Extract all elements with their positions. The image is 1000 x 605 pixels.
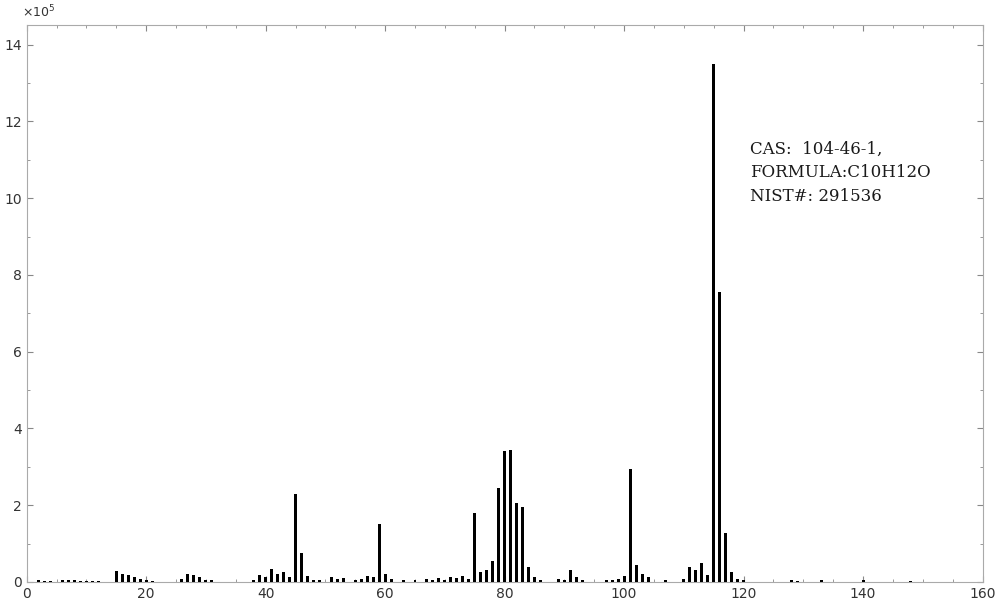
Bar [521,507,524,582]
Bar [563,580,566,582]
Bar [461,576,464,582]
Bar [533,577,536,582]
Bar [629,469,632,582]
Bar [79,581,82,582]
Bar [91,581,94,582]
Bar [479,572,482,582]
Bar [605,580,608,582]
Bar [294,494,297,582]
Bar [509,450,512,582]
Bar [718,292,721,582]
Bar [569,571,572,582]
Bar [306,576,309,582]
Bar [252,580,255,582]
Bar [372,577,375,582]
Bar [909,581,912,582]
Bar [121,574,124,582]
Bar [485,571,488,582]
Bar [378,525,381,582]
Bar [192,575,195,582]
Bar [581,580,584,582]
Bar [700,563,703,582]
Bar [133,577,136,582]
Bar [455,578,458,582]
Bar [414,580,416,582]
Bar [115,571,118,582]
Bar [437,578,440,582]
Bar [282,572,285,582]
Bar [210,580,213,582]
Bar [611,580,614,582]
Bar [724,533,727,582]
Bar [300,553,303,582]
Bar [318,580,321,582]
Bar [641,574,644,582]
Bar [85,581,88,582]
Bar [467,579,470,582]
Bar [402,580,405,582]
Bar [312,580,315,582]
Bar [390,579,393,582]
Bar [145,580,148,582]
Bar [73,580,76,582]
Bar [360,579,363,582]
Bar [862,580,865,582]
Bar [688,567,691,582]
Bar [635,564,638,582]
Bar [264,577,267,582]
Text: CAS:  104-46-1,
FORMULA:C10H12O
NIST#: 291536: CAS: 104-46-1, FORMULA:C10H12O NIST#: 29… [750,140,930,204]
Bar [491,561,494,582]
Bar [539,580,542,582]
Bar [330,577,333,582]
Bar [354,580,357,582]
Bar [139,579,142,582]
Bar [473,513,476,582]
Bar [820,580,823,582]
Bar [790,580,793,582]
Bar [712,64,715,582]
Bar [557,579,560,582]
Bar [515,503,518,582]
Bar [276,574,279,582]
Bar [204,580,207,582]
Bar [67,580,70,582]
Bar [503,451,506,582]
Bar [288,577,291,582]
Bar [706,575,709,582]
Bar [449,577,452,582]
Bar [623,576,626,582]
Bar [366,576,369,582]
Bar [258,575,261,582]
Bar [736,579,739,582]
Bar [664,580,667,582]
Bar [336,579,339,582]
Bar [431,580,434,582]
Bar [796,581,799,582]
Bar [61,580,64,582]
Bar [270,569,273,582]
Bar [617,579,620,582]
Bar [151,581,154,582]
Bar [43,581,46,582]
Bar [682,579,685,582]
Bar [186,574,189,582]
Bar [37,580,40,582]
Bar [527,567,530,582]
Bar [97,581,100,582]
Bar [198,577,201,582]
Text: $\times 10^5$: $\times 10^5$ [22,3,55,20]
Bar [180,579,183,582]
Bar [384,574,387,582]
Bar [425,579,428,582]
Bar [575,577,578,582]
Bar [694,571,697,582]
Bar [443,580,446,582]
Bar [647,577,650,582]
Bar [730,572,733,582]
Bar [342,578,345,582]
Bar [127,575,130,582]
Bar [742,580,745,582]
Bar [497,488,500,582]
